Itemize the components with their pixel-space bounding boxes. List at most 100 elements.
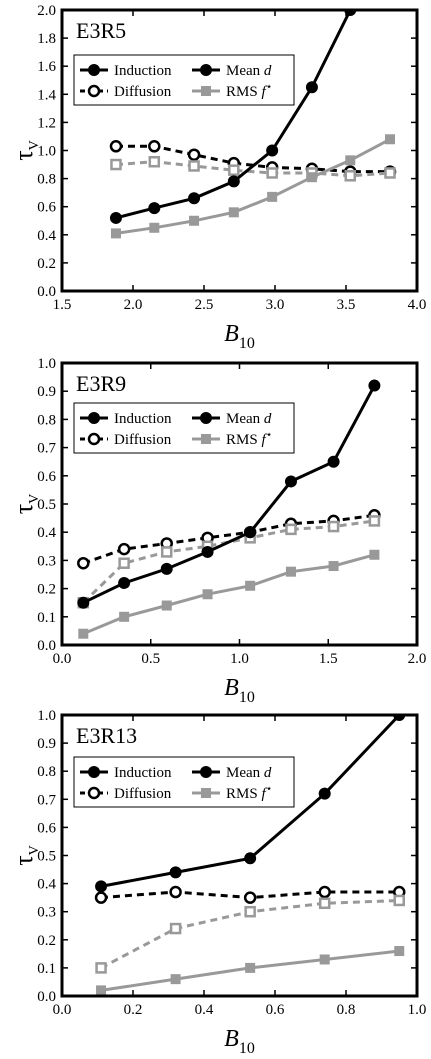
data-point	[318, 885, 331, 899]
y-tick-label: 0.9	[37, 736, 56, 752]
y-tick-label: 0.7	[37, 792, 56, 808]
y-tick-label: 0.5	[37, 849, 56, 865]
y-tick-label: 1.8	[37, 31, 56, 47]
data-point	[369, 549, 380, 560]
y-axis-label: τV	[9, 845, 42, 866]
legend-label-rms-symbol: f	[261, 786, 267, 802]
legend-label-diffusion: Diffusion	[114, 84, 172, 100]
chart-panel-1: 0.0 0.2 0.4 0.6 0.8 1.0 1.2 1.4 1.6 1.8 2.0 1.5 2.0 2…	[9, 3, 426, 352]
legend-label-rms-star: ⋆	[266, 783, 273, 795]
y-tick-label: 0.2	[37, 256, 56, 272]
x-tick-label: 0.0	[53, 1002, 72, 1018]
data-point	[228, 207, 239, 218]
legend-label-mean-d: Mean d	[226, 765, 272, 781]
data-point	[319, 954, 330, 965]
x-tick-label: 3.0	[266, 297, 285, 313]
x-tick-label: 0.4	[195, 1002, 214, 1018]
data-point	[384, 167, 396, 179]
data-point	[149, 222, 160, 233]
x-axis-label: B10	[224, 1026, 255, 1057]
data-point	[148, 202, 161, 215]
legend-box	[73, 756, 295, 808]
data-point	[305, 81, 318, 94]
plot-area	[77, 379, 381, 639]
data-point	[202, 589, 213, 600]
legend: Induction Diffusion Mean d RMS f⋆	[73, 402, 295, 454]
series-line-diffusion	[82, 513, 375, 565]
y-tick-label: 0.2	[37, 933, 56, 949]
y-tick-label: 0.8	[37, 764, 56, 780]
y-axis-label-sub: V	[27, 140, 42, 150]
data-point	[117, 542, 131, 556]
plot-frame	[60, 713, 419, 998]
panel-title: E3R13	[76, 723, 137, 748]
x-tick-label: 3.5	[337, 297, 356, 313]
data-point	[244, 526, 257, 539]
data-point	[244, 852, 257, 865]
y-axis-label: τV	[9, 140, 42, 161]
y-tick-label: 0.1	[37, 610, 56, 626]
series-line-induction	[82, 384, 376, 605]
data-point	[188, 160, 200, 172]
y-tick-label: 0.3	[37, 553, 56, 569]
x-axis-label: B10	[224, 675, 255, 706]
legend: Induction Diffusion Mean d RMS f⋆	[73, 756, 295, 808]
data-point	[160, 562, 173, 575]
data-point	[385, 134, 396, 145]
y-tick-label: 0.1	[37, 961, 56, 977]
data-point	[244, 905, 256, 918]
data-point	[169, 922, 182, 935]
legend-label-diffusion: Diffusion	[114, 432, 172, 448]
y-tick-label: 0.5	[37, 497, 56, 513]
panel-title: E3R5	[76, 18, 126, 43]
data-point	[394, 946, 405, 957]
legend-marker-rms	[201, 788, 211, 798]
data-point	[189, 215, 200, 226]
data-point	[95, 962, 107, 974]
x-axis-label-sub: 10	[239, 1040, 255, 1057]
legend-label-induction: Induction	[114, 765, 172, 781]
data-point	[169, 866, 182, 879]
y-tick-label: 0.0	[37, 284, 56, 300]
legend-label-rms: RMS f⋆	[226, 783, 273, 802]
legend-marker-induction	[88, 64, 100, 76]
y-tick-label: 1.4	[37, 87, 56, 103]
data-point	[328, 561, 339, 572]
legend-marker-diffusion	[87, 84, 101, 98]
y-tick-label: 0.4	[37, 228, 56, 244]
y-tick-label: 0.8	[37, 412, 56, 428]
series-line-rms-f-	[82, 553, 375, 636]
x-tick-label: 1.5	[53, 297, 72, 313]
x-tick-label: 0.6	[266, 1002, 285, 1018]
legend-marker-induction	[88, 766, 100, 778]
legend-label-mean-d: Mean d	[226, 63, 272, 79]
legend-label-induction: Induction	[114, 411, 172, 427]
data-point	[245, 962, 256, 973]
x-tick-label: 2.0	[124, 297, 143, 313]
data-point	[344, 170, 357, 182]
legend-marker-mean-d	[200, 64, 212, 76]
legend-label-mean-d-symbol: d	[264, 63, 272, 79]
y-tick-label: 0.6	[37, 200, 56, 216]
legend-label-rms-symbol: f	[261, 84, 267, 100]
legend-label-rms-star: ⋆	[266, 429, 273, 441]
data-point	[285, 566, 296, 577]
data-point	[306, 172, 317, 183]
data-point	[266, 144, 279, 157]
data-point	[227, 175, 240, 188]
data-point	[170, 974, 181, 985]
legend-box	[73, 54, 295, 106]
series-line-series-2	[115, 160, 391, 178]
legend-marker-rms	[201, 434, 211, 444]
legend-label-rms-star: ⋆	[266, 81, 273, 93]
x-tick-label: 1.0	[408, 1002, 427, 1018]
data-point	[187, 148, 201, 161]
x-tick-label: 2.5	[195, 297, 214, 313]
y-tick-label: 1.0	[37, 708, 56, 724]
data-point	[96, 985, 107, 996]
data-point	[368, 379, 381, 392]
data-point	[161, 600, 172, 611]
data-point	[318, 787, 331, 800]
data-point	[148, 140, 161, 153]
